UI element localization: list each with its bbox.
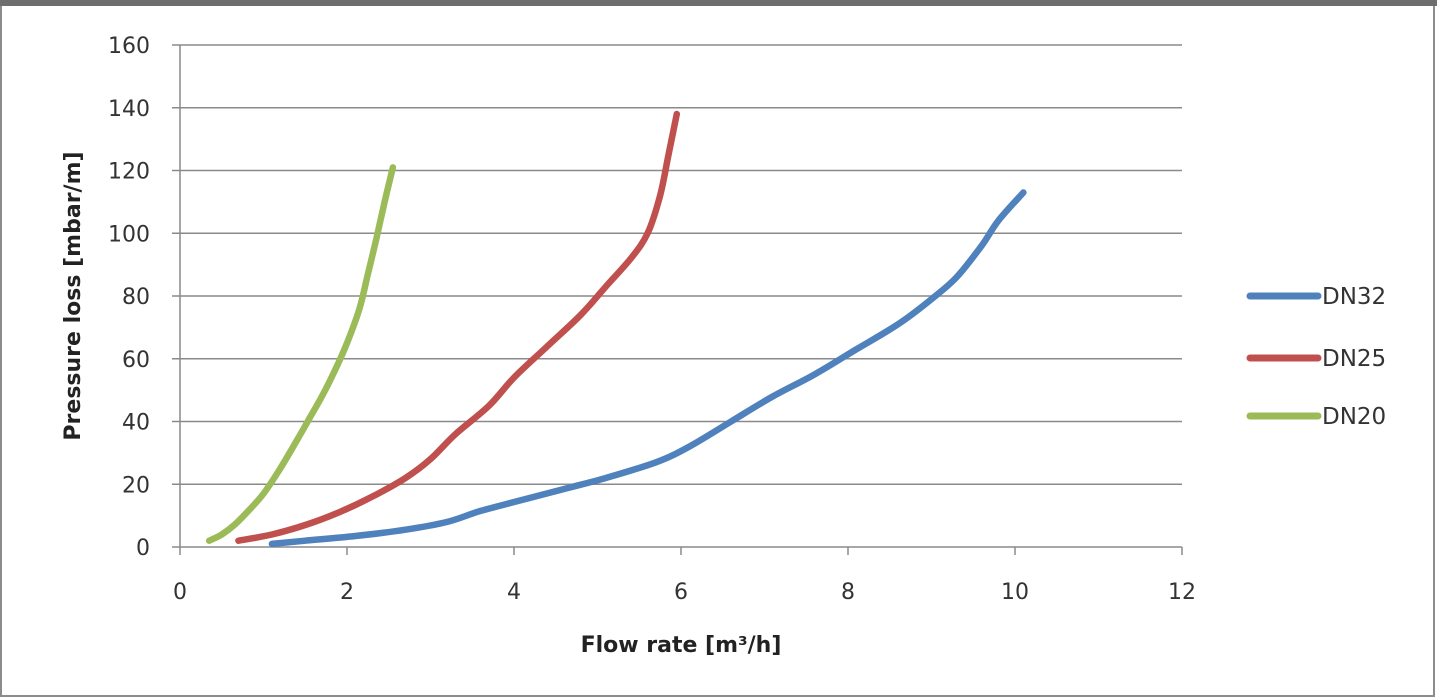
y-tick-label: 120 (108, 160, 150, 185)
y-tick-label: 140 (108, 97, 150, 122)
series-line-dn25 (235, 110, 681, 544)
y-tick-label: 20 (122, 473, 150, 498)
axes: 0 20 40 60 80 100 120 140 160 0 2 4 6 8 10 12 (108, 34, 1196, 605)
x-tick-label: 4 (507, 580, 521, 605)
y-tick-label: 60 (122, 348, 150, 373)
x-axis-title: Flow rate [m³/h] (581, 633, 782, 658)
series-line-dn32 (268, 189, 1027, 548)
y-tick-label: 160 (108, 34, 150, 59)
legend-label-dn25: DN25 (1322, 346, 1386, 372)
y-tick-label: 0 (136, 536, 150, 561)
y-tick-label: 80 (122, 285, 150, 310)
legend-label-dn32: DN32 (1322, 284, 1386, 310)
gridlines (180, 44, 1182, 485)
legend: DN32 DN25 DN20 (1246, 284, 1386, 430)
x-tick-label: 10 (1001, 580, 1029, 605)
series-lines (205, 110, 1027, 548)
y-tick-label: 40 (122, 411, 150, 436)
x-tick-label: 12 (1168, 580, 1196, 605)
x-tick-label: 6 (674, 580, 688, 605)
x-tick-label: 2 (340, 580, 354, 605)
series-line-dn20 (205, 164, 397, 544)
x-tick-label: 0 (173, 580, 187, 605)
y-axis-title: Pressure loss [mbar/m] (61, 151, 86, 440)
x-tick-label: 8 (841, 580, 855, 605)
legend-label-dn20: DN20 (1322, 404, 1386, 430)
y-tick-label: 100 (108, 222, 150, 247)
